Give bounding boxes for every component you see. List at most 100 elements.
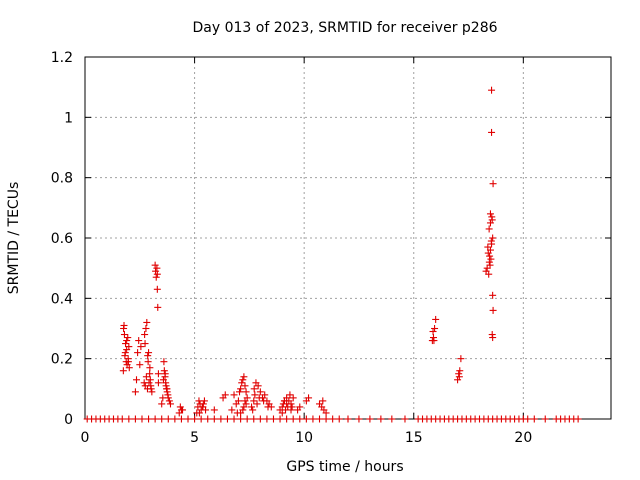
data-point [432,315,440,323]
data-point [160,358,168,366]
tick-labels: 0 5 10 15 20 0 0.2 0.4 0.6 0.8 1 1.2 [51,50,533,446]
data-point [165,397,173,405]
data-point [230,391,238,399]
data-point [335,415,343,423]
data-point [530,415,538,423]
data-point [179,406,187,414]
data-point [249,406,257,414]
data-point [204,415,212,423]
data-point [250,385,258,393]
data-point [164,394,172,402]
data-point [125,415,133,423]
data-point [120,331,128,339]
data-point [131,388,139,396]
data-point [242,400,250,408]
data-point [487,237,495,245]
data-point [430,337,438,345]
data-point [322,415,330,423]
data-point [164,415,172,423]
data-point [276,415,284,423]
data-point [296,403,304,411]
data-point [236,388,244,396]
data-point [429,328,437,336]
data-point [455,373,463,381]
data-point [146,370,154,378]
data-point [133,376,141,384]
data-point [487,255,495,263]
data-point [142,325,150,332]
data-point [200,397,208,405]
data-point [253,400,261,408]
data-point [153,264,161,272]
y-tick-label: 0.2 [51,352,73,368]
data-point [137,343,145,351]
data-point [143,318,151,326]
data-point [309,415,317,423]
data-point [355,415,363,423]
data-point [125,364,133,372]
data-point [166,400,174,408]
data-point [210,406,218,414]
data-point [431,325,439,332]
data-point [161,370,169,378]
data-point [401,415,409,423]
data-point [251,391,259,399]
data-point [456,367,464,375]
data-point [489,180,497,188]
data-point [243,415,251,423]
data-point [377,415,385,423]
data-point [488,331,496,339]
data-point [250,397,258,405]
grid-lines [85,57,611,419]
data-point [199,403,207,411]
data-point [141,331,149,339]
y-tick-label: 0.6 [51,231,73,247]
data-point [485,270,493,278]
data-point [296,415,304,423]
data-point [302,415,310,423]
data-points [83,86,582,423]
data-point [146,376,154,384]
data-point [152,267,160,275]
data-point [486,252,494,260]
data-point [488,128,496,136]
data-point [289,394,297,402]
data-point [151,261,159,269]
data-point [221,391,229,399]
x-tick-label: 15 [405,430,423,446]
y-tick-label: 1.2 [51,50,73,66]
data-point [138,415,146,423]
data-point [305,394,313,402]
data-point [455,370,463,378]
data-point [288,403,296,411]
data-point [269,415,277,423]
data-point [145,379,153,387]
data-point [197,415,205,423]
data-point [144,358,152,366]
data-point [261,391,269,399]
y-axis-label: SRMTID / TECUs [6,182,22,295]
data-point [210,415,218,423]
data-point [223,415,231,423]
data-point [256,388,264,396]
data-point [484,243,492,251]
data-point [280,397,288,405]
data-point [160,367,168,375]
data-point [123,337,131,345]
data-point [147,385,155,393]
data-point [148,388,156,396]
data-point [366,415,374,423]
data-point [144,352,152,360]
data-point [239,376,247,384]
data-point [240,373,248,381]
data-point [237,409,245,417]
y-tick-label: 0.8 [51,171,73,187]
data-point [171,415,179,423]
data-point [118,415,126,423]
data-point [260,397,268,405]
data-point [485,225,493,233]
data-point [136,361,144,369]
data-point [177,415,185,423]
data-point [228,406,236,414]
